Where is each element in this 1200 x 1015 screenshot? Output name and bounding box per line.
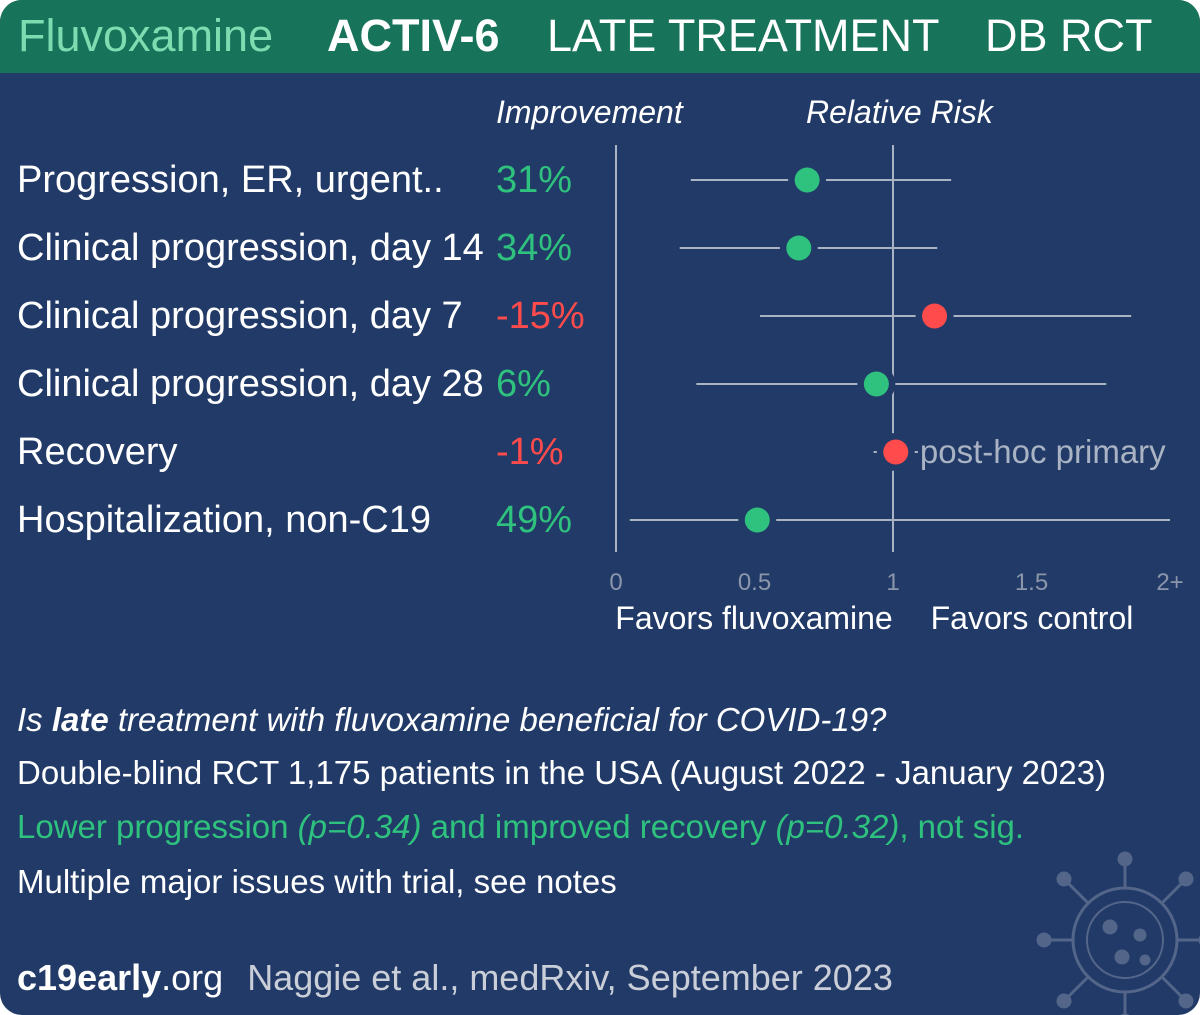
study-design-line: Double-blind RCT 1,175 patients in the U… (17, 754, 1107, 791)
study-design: DB RCT (985, 10, 1153, 61)
improvement-value: -15% (496, 295, 585, 337)
point-estimate (794, 167, 820, 193)
axis-tick-label: 0 (609, 569, 622, 596)
outcome-label: Clinical progression, day 28 (17, 363, 484, 405)
outcome-label: Recovery (17, 431, 178, 473)
point-estimate (744, 507, 770, 533)
title-bar: Fluvoxamine ACTIV-6 LATE TREATMENT DB RC… (0, 0, 1200, 73)
trial-name: ACTIV-6 (327, 10, 500, 61)
point-estimate (786, 235, 812, 261)
footer: c19early.org Naggie et al., medRxiv, Sept… (17, 956, 893, 1000)
improvement-value: 34% (496, 227, 573, 269)
site-name[interactable]: c19early (17, 957, 162, 998)
citation: Naggie et al., medRxiv, September 2023 (247, 957, 893, 998)
notes-line: Multiple major issues with trial, see no… (17, 863, 617, 900)
improvement-column-header: Improvement (496, 94, 683, 130)
study-question: Is late treatment with fluvoxamine benef… (17, 701, 887, 738)
point-estimate (883, 439, 909, 465)
improvement-value: 6% (496, 363, 551, 405)
axis-tick-label: 1 (886, 569, 899, 596)
outcome-label: Clinical progression, day 14 (17, 227, 484, 269)
improvement-value: 49% (496, 499, 573, 541)
point-estimate (922, 303, 948, 329)
axis-tick-label: 1.5 (1015, 569, 1048, 596)
axis-tick-label: 0.5 (738, 569, 771, 596)
favors-control-label: Favors control (931, 600, 1134, 636)
axis-tick-label: 2+ (1156, 569, 1183, 596)
point-estimate (863, 371, 889, 397)
relative-risk-column-header: Relative Risk (806, 94, 993, 130)
site-tld[interactable]: .org (161, 957, 224, 998)
outcome-label: Clinical progression, day 7 (17, 295, 463, 337)
favors-fluvoxamine-label: Favors fluvoxamine (615, 600, 892, 636)
treatment-stage: LATE TREATMENT (547, 10, 940, 61)
improvement-value: 31% (496, 159, 573, 201)
result-line: Lower progression (p=0.34) and improved … (17, 808, 1025, 845)
point-note: post-hoc primary (920, 433, 1166, 470)
virus-icon (1036, 851, 1200, 1015)
drug-name: Fluvoxamine (18, 10, 274, 61)
outcome-label: Progression, ER, urgent.. (17, 159, 444, 201)
improvement-value: -1% (496, 431, 564, 473)
outcome-label: Hospitalization, non-C19 (17, 499, 432, 541)
question-emphasis: late (51, 701, 109, 738)
p-value-progression: (p=0.34) (297, 808, 422, 845)
p-value-recovery: (p=0.32) (775, 808, 900, 845)
